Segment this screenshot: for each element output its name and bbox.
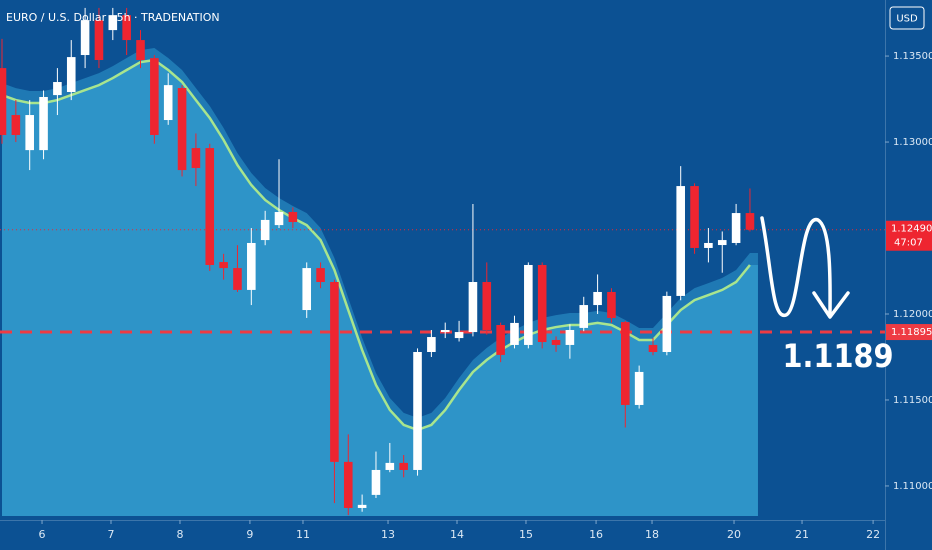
- annotation: 1.1189: [782, 337, 893, 375]
- candle-body: [620, 322, 630, 405]
- candle-body: [717, 240, 727, 246]
- candle-body: [288, 212, 298, 222]
- candle-body: [551, 339, 561, 345]
- candle-body: [440, 329, 450, 333]
- x-tick-label: 7: [108, 528, 115, 541]
- y-tick-label: 1.13500: [893, 51, 932, 62]
- x-tick-label: 18: [645, 528, 659, 541]
- candle-body: [247, 242, 256, 290]
- x-tick-label: 14: [450, 528, 464, 541]
- candle-body: [579, 305, 589, 328]
- candle-body: [371, 469, 381, 495]
- candle-body: [357, 504, 367, 508]
- candle-body: [330, 282, 339, 462]
- currency-button[interactable]: [889, 6, 925, 30]
- plot-area: [0, 7, 885, 520]
- currency-label[interactable]: USD: [896, 14, 918, 25]
- candle-body: [745, 213, 755, 230]
- candle-body: [468, 282, 478, 333]
- candle-body: [648, 344, 658, 352]
- candle-body: [316, 268, 325, 283]
- forecast-arrowhead: [812, 291, 850, 319]
- candle-body: [0, 68, 7, 135]
- x-tick-label: 6: [39, 528, 46, 541]
- price-label: 1.12490: [891, 224, 932, 235]
- candle-body: [150, 58, 159, 135]
- price-label-bg: [886, 220, 932, 251]
- candle-body: [607, 291, 616, 318]
- candle-body: [274, 212, 284, 226]
- candle-body: [80, 20, 90, 56]
- x-tick-label: 15: [519, 528, 533, 541]
- candle-body: [136, 40, 145, 61]
- candle-body: [94, 20, 104, 61]
- candle-body: [191, 148, 201, 169]
- candle-body: [177, 88, 187, 171]
- candle-body: [343, 461, 353, 508]
- candle-body: [53, 82, 62, 96]
- x-tick-label: 8: [176, 528, 183, 541]
- candle-body: [496, 325, 505, 355]
- y-tick-label: 1.12000: [893, 309, 932, 320]
- candle-body: [163, 85, 173, 121]
- candle-body: [25, 115, 34, 151]
- candle-body: [413, 351, 422, 470]
- y-tick-label: 1.11500: [893, 395, 932, 406]
- candle-body: [108, 15, 118, 31]
- candle-body: [524, 264, 533, 345]
- candle-body: [66, 57, 76, 92]
- x-tick-label: 20: [727, 528, 741, 541]
- candle-body: [482, 282, 492, 330]
- candle-body: [565, 329, 575, 345]
- candle-body: [662, 295, 672, 352]
- candle-body: [704, 242, 713, 248]
- candle-body: [233, 268, 242, 290]
- y-tick-label: 1.13000: [893, 137, 932, 148]
- candle-body: [731, 213, 741, 243]
- candle-body: [537, 264, 547, 343]
- chart-title: EURO / U.S. Dollar · 5h · TRADENATION: [6, 11, 220, 24]
- candle-body: [205, 148, 215, 265]
- y-tick-label: 1.11000: [893, 481, 932, 492]
- level-label: 1.11895: [891, 327, 932, 338]
- candle-body: [690, 186, 699, 248]
- candle-body: [219, 262, 228, 269]
- candle-body: [634, 371, 644, 405]
- x-tick-label: 22: [866, 528, 880, 541]
- candle-body: [676, 186, 685, 296]
- x-tick-label: 16: [589, 528, 603, 541]
- x-tick-label: 13: [381, 528, 395, 541]
- candle-body: [454, 332, 464, 339]
- candle-body: [39, 96, 48, 151]
- candle-body: [11, 115, 21, 135]
- x-tick-label: 21: [795, 528, 809, 541]
- x-tick-label: 9: [246, 528, 253, 541]
- x-tick-label: 11: [296, 528, 310, 541]
- level-label-bg: [886, 324, 932, 341]
- candle-body: [593, 291, 602, 306]
- candle-body: [302, 268, 312, 311]
- candle-body: [385, 462, 395, 470]
- candle-body: [427, 337, 436, 352]
- candle-body: [122, 15, 131, 41]
- ma-area: [1, 60, 758, 516]
- forecast-arrow: [760, 216, 832, 318]
- candle-body: [260, 219, 270, 241]
- candle-body: [399, 462, 408, 470]
- price-countdown: 47:07: [894, 238, 923, 249]
- candle-body: [510, 322, 519, 345]
